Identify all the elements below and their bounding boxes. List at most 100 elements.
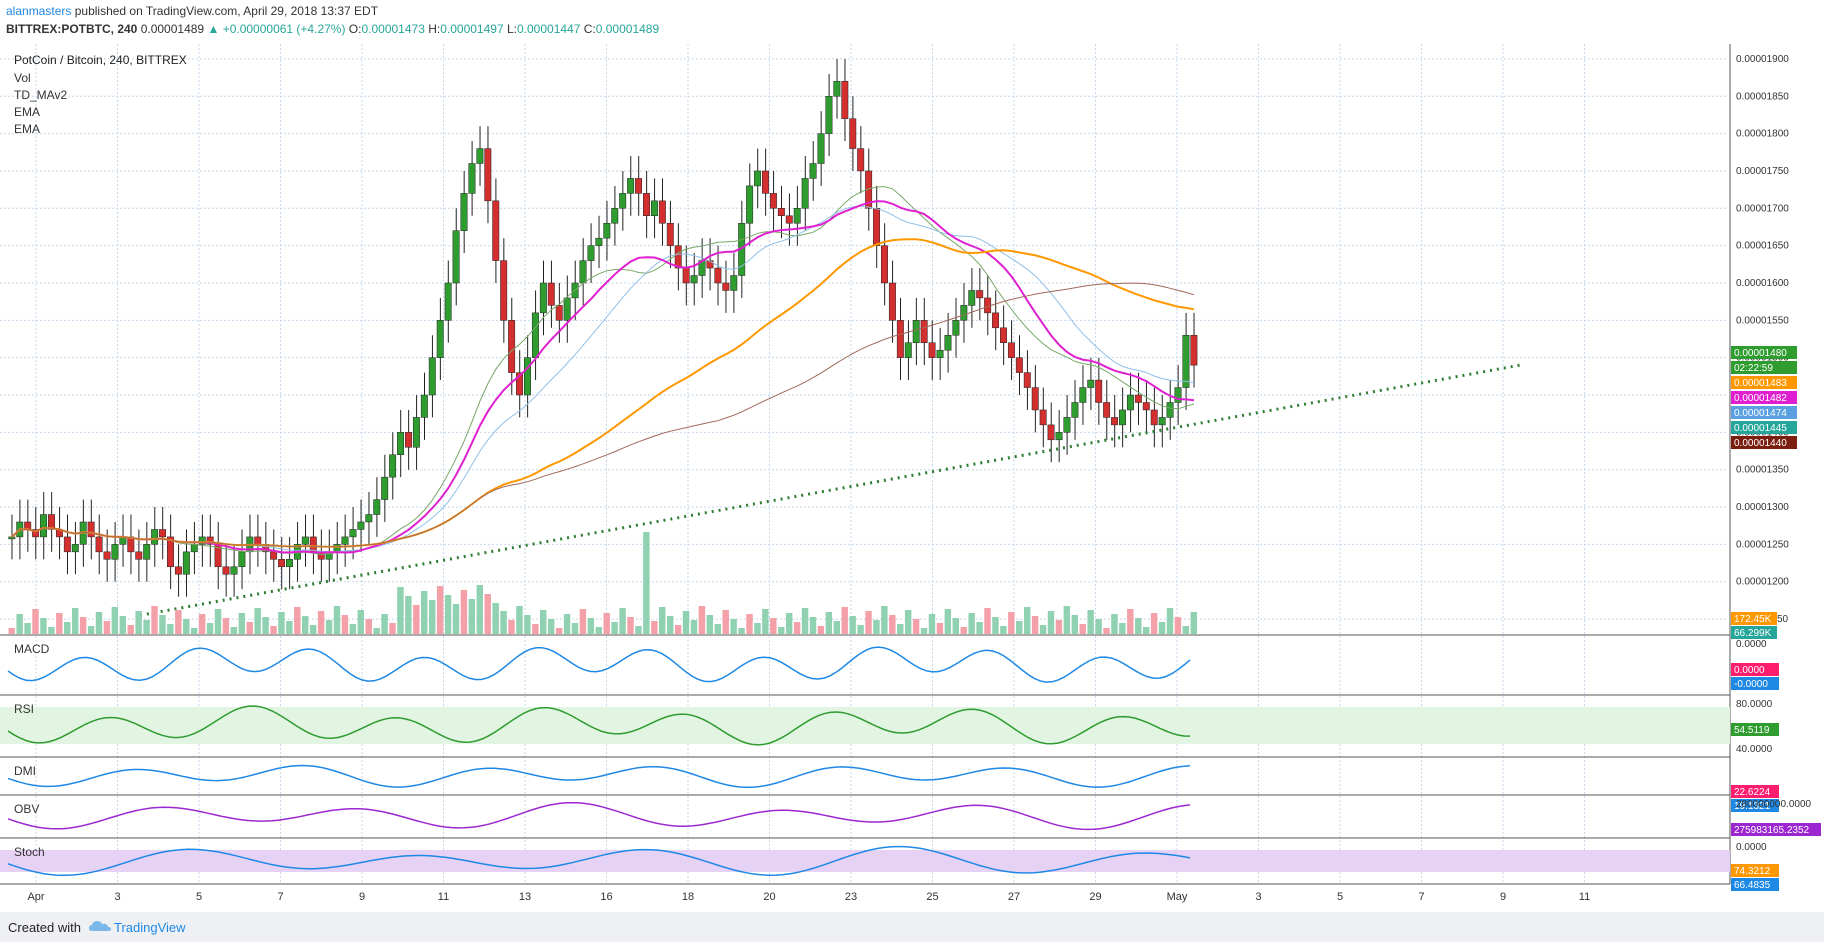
volume-bar (381, 614, 388, 634)
volume-bar (881, 606, 888, 634)
candle (8, 536, 16, 540)
candle (1079, 387, 1087, 403)
volume-bar (159, 615, 166, 634)
volume-bar (286, 621, 293, 634)
volume-bar (24, 623, 31, 634)
volume-bar (1063, 606, 1071, 634)
low-value: 0.00001447 (516, 22, 581, 36)
volume-bar (1016, 621, 1023, 634)
candle (460, 193, 468, 231)
candle (896, 320, 904, 358)
candle (40, 514, 48, 538)
volume-bar (960, 627, 967, 634)
volume-bar (71, 608, 79, 634)
author-link[interactable]: alanmasters (6, 4, 72, 18)
trendline (139, 363, 1521, 617)
x-tick-label: Apr (27, 891, 44, 903)
x-tick-label: 18 (682, 891, 694, 903)
price-tick-label: 0.00001550 (1736, 315, 1789, 326)
volume-bar (484, 594, 491, 634)
indicator-name: RSI (14, 702, 34, 716)
x-tick-label: 7 (1418, 891, 1424, 903)
volume-bar (278, 612, 285, 634)
candle (301, 536, 309, 545)
candle (817, 133, 825, 164)
low-label: L: (506, 22, 517, 36)
price-label-box (1731, 376, 1797, 389)
indicator-label: 275983165.2352 (1734, 825, 1810, 836)
candle (1031, 387, 1039, 411)
volume-bar (64, 622, 71, 634)
volume-bar (436, 586, 444, 634)
candle (206, 536, 214, 545)
indicator-label: 54.5119 (1734, 725, 1770, 736)
panel-band (0, 707, 1730, 744)
volume-bar (468, 599, 476, 634)
volume-bar (500, 611, 507, 634)
candle (1015, 357, 1023, 373)
price-tick-label: 0.00001350 (1736, 465, 1789, 476)
publish-line: alanmasters published on TradingView.com… (6, 4, 378, 18)
volume-bar (738, 628, 745, 634)
volume-label-box (1731, 626, 1777, 639)
candle (389, 454, 397, 478)
volume-bar (48, 627, 55, 634)
volume-bar (167, 624, 174, 634)
candle (1087, 379, 1095, 388)
candle (1103, 402, 1111, 418)
volume-bar (16, 614, 23, 634)
price-tick-label: 0.00001800 (1736, 129, 1789, 140)
candle (167, 536, 174, 568)
price-label-box (1731, 361, 1797, 374)
volume-bar (421, 591, 428, 634)
volume-bar (674, 625, 682, 634)
candle (762, 170, 769, 194)
candle (1166, 402, 1174, 418)
candle (484, 148, 492, 202)
volume-bar (897, 624, 904, 634)
volume-bar (611, 622, 618, 634)
indicator-name: MACD (14, 642, 50, 656)
x-tick-label: May (1167, 891, 1188, 903)
candle (833, 81, 841, 97)
candle (888, 282, 896, 321)
candle (452, 230, 460, 284)
price-label: 0.00001445 (1734, 423, 1787, 434)
volume-bar (524, 615, 531, 634)
candle (555, 305, 563, 321)
volume-label: 66.299K (1734, 628, 1772, 639)
candle (405, 432, 412, 448)
volume-bar (460, 590, 468, 634)
high-value: 0.00001497 (440, 22, 504, 36)
candle (754, 170, 762, 187)
candle (222, 566, 230, 575)
candle (611, 208, 619, 224)
candle (468, 163, 476, 194)
price-label: 02:22:59 (1734, 363, 1773, 374)
volume-bar (635, 626, 642, 634)
candle (777, 208, 785, 217)
candle (270, 551, 278, 560)
candle (1119, 409, 1126, 426)
x-tick-label: 11 (438, 891, 449, 903)
candle (960, 305, 968, 321)
volume-bar (1000, 626, 1007, 634)
candle (278, 559, 286, 568)
price-chart[interactable]: Apr 3 5 7 9 11 13 16 18 20 23 25 27 29 May 3 5 7 9 11 0.0000… (0, 44, 1824, 910)
volume-bar (1071, 615, 1078, 634)
volume-bar (325, 620, 333, 634)
candle (579, 260, 587, 284)
volume-bar (968, 613, 975, 634)
x-tick-label: 16 (600, 891, 612, 903)
candle (904, 342, 912, 358)
candle (373, 499, 381, 515)
volume-bar (1158, 622, 1166, 634)
volume-bar (1135, 618, 1142, 634)
candle (516, 372, 524, 396)
candle (151, 529, 159, 545)
volume-bar (571, 623, 579, 634)
legend-title: PotCoin / Bitcoin, 240, BITTREX (14, 53, 187, 67)
volume-bar (619, 608, 626, 634)
candle (524, 357, 531, 396)
tradingview-brand-link[interactable]: TradingView (114, 920, 186, 935)
